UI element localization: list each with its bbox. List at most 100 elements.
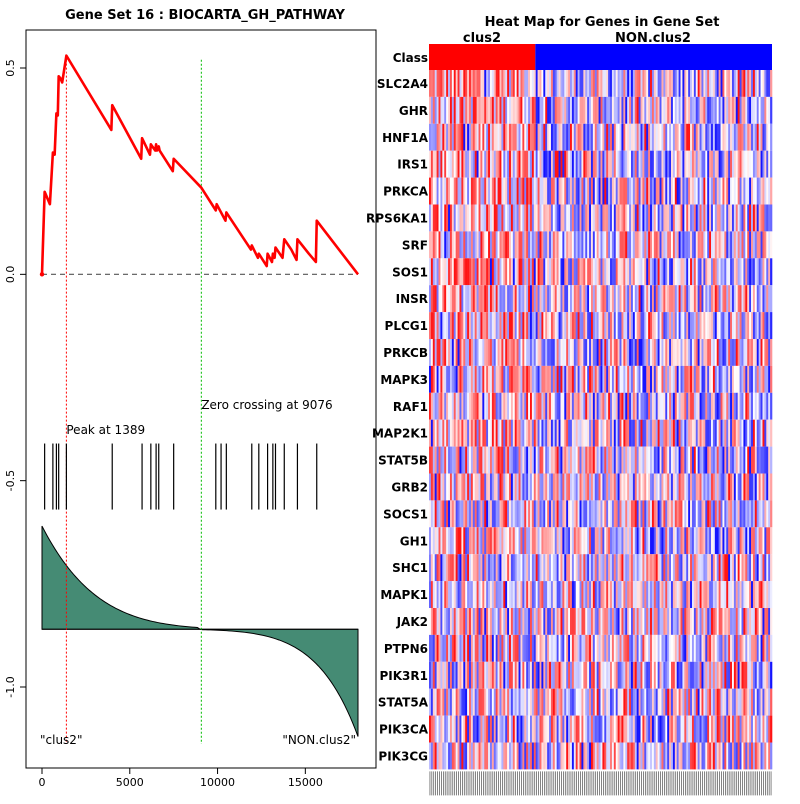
heatmap-cell [701,715,704,743]
heatmap-cell [434,231,437,259]
heatmap-cell [568,177,571,205]
heatmap-cell [564,365,567,393]
heatmap-cell [438,70,441,97]
heatmap-cell [632,419,636,447]
heatmap-cell [672,285,676,313]
heatmap-cell [625,177,628,205]
heatmap-cell [472,554,476,582]
heatmap-cell [446,177,449,205]
heatmap-cell [529,96,533,124]
heatmap-cell [552,70,556,97]
heatmap-cell [730,661,733,689]
heatmap-cell [514,581,517,608]
heatmap-cell [676,365,679,393]
heatmap-cell [537,527,540,555]
heatmap-cell [516,419,519,447]
heatmap-cell [486,419,489,447]
heatmap-cell [467,258,470,286]
heatmap-cell [699,70,702,97]
heatmap-cell [669,339,672,366]
heatmap-cell [716,742,719,770]
heatmap-cell [436,581,439,608]
heatmap-cell [743,688,746,716]
heatmap-cell [516,715,519,743]
heatmap-cell [690,554,693,582]
heatmap-cell [667,419,670,447]
heatmap-cell [510,527,514,555]
heatmap-cell [429,312,432,339]
heatmap-cell [684,715,687,743]
heatmap-cell [720,473,723,501]
heatmap-cell [617,70,620,97]
heatmap-cell [674,177,678,205]
heatmap-cell [644,742,647,770]
heatmap-cell [642,231,645,259]
heatmap-cell [430,70,434,97]
heatmap-cell [581,581,584,608]
heatmap-cell [737,527,740,555]
heatmap-cell [510,258,514,286]
heatmap-cell [712,661,716,689]
heatmap-cell [570,70,573,97]
heatmap-cell [430,608,434,635]
heatmap-cell [488,742,491,770]
heatmap-cell [497,608,500,635]
heatmap-cell [758,661,761,689]
heatmap-cell [571,365,575,393]
heatmap-cell [743,742,746,770]
heatmap-cell [611,527,615,555]
heatmap-cell [579,742,582,770]
heatmap-cell [701,70,704,97]
heatmap-cell [446,231,449,259]
heatmap-cell [518,419,521,447]
heatmap-cell [634,204,638,232]
heatmap-cell [577,392,580,420]
heatmap-cell [488,608,491,635]
heatmap-cell [600,419,603,447]
heatmap-cell [529,500,533,528]
heatmap-cell [657,715,660,743]
heatmap-cell [657,123,660,151]
heatmap-cell [467,204,470,232]
heatmap-cell [533,123,537,151]
heatmap-cell [760,446,763,474]
heatmap-cell [516,258,519,286]
heatmap-cell [651,258,655,286]
heatmap-cell [697,177,700,205]
heatmap-cell [531,446,535,474]
heatmap-cell [672,70,676,97]
heatmap-cell [690,581,693,608]
heatmap-cell [499,150,502,178]
heatmap-cell [726,661,729,689]
heatmap-cell [554,473,557,501]
heatmap-cell [497,688,500,716]
heatmap-cell [604,742,607,770]
heatmap-cell [611,70,615,97]
class-bar-segment [429,44,536,70]
heatmap-cell [623,742,626,770]
heatmap-cell [634,661,638,689]
heatmap-cell [430,527,434,555]
heatmap-cell [718,177,721,205]
heatmap-cell [488,204,491,232]
heatmap-cell [688,392,691,420]
heatmap-cell [535,123,538,151]
heatmap-cell [718,96,721,124]
heatmap-cell [653,581,657,608]
heatmap-cell [556,312,559,339]
heatmap-cell [520,581,523,608]
heatmap-cell [602,634,605,662]
heatmap-cell [770,123,773,151]
heatmap-cell [699,204,702,232]
heatmap-cell [671,554,674,582]
heatmap-cell [529,70,533,97]
heatmap-cell [505,446,508,474]
heatmap-cell [610,715,613,743]
heatmap-cell [758,258,761,286]
heatmap-cell [632,70,636,97]
heatmap-cell [442,392,445,420]
heatmap-cell [686,392,689,420]
heatmap-cell [663,285,666,313]
heatmap-cell [543,365,546,393]
